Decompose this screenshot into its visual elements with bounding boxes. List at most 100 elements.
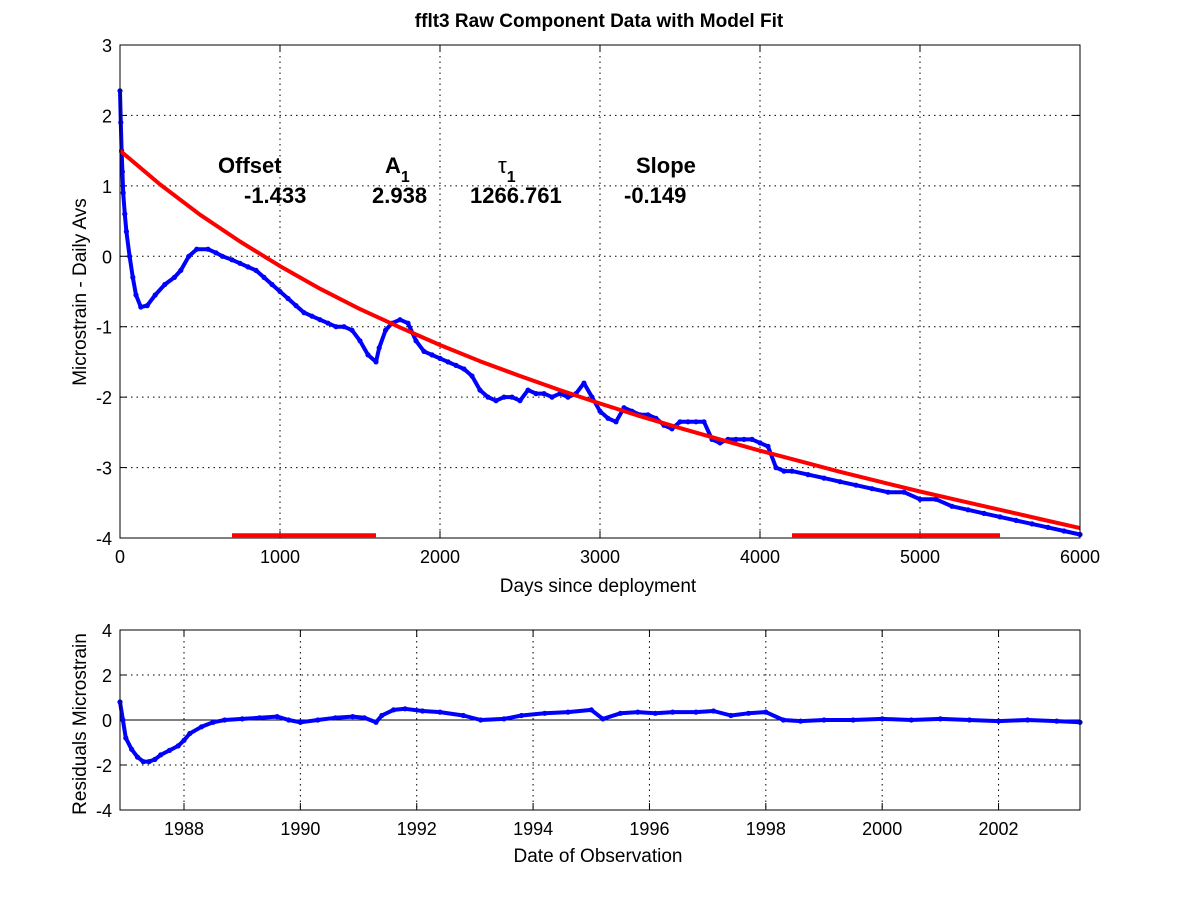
data-point (429, 352, 435, 358)
data-point (198, 724, 205, 730)
data-point (413, 338, 419, 344)
data-point (1054, 718, 1060, 724)
bottom-x-axis-label: Date of Observation (514, 846, 683, 867)
data-point (693, 419, 699, 425)
param-tau1-value: 1266.761 (470, 183, 562, 208)
x-tick-label: 6000 (1060, 547, 1100, 567)
data-point (1045, 524, 1051, 531)
y-tick-label: 3 (102, 36, 112, 56)
bottom-axes-box (119, 629, 1081, 811)
data-point (453, 362, 459, 368)
top-plot: fflt3 Raw Component Data with Model Fit … (70, 11, 1100, 597)
y-tick-label: 0 (102, 247, 112, 267)
data-point (773, 465, 779, 471)
data-point (123, 229, 129, 235)
x-tick-label: 2000 (420, 547, 460, 567)
data-point (301, 310, 307, 316)
x-tick-label: 1988 (164, 819, 204, 839)
x-tick-label: 1992 (397, 819, 437, 839)
data-point (781, 468, 787, 474)
data-point (376, 345, 382, 351)
data-point (1061, 528, 1067, 534)
y-tick-label: 1 (102, 177, 112, 197)
data-point (162, 281, 168, 288)
data-point (981, 510, 987, 516)
fit-line-series-1 (118, 149, 1081, 531)
data-point (373, 359, 379, 365)
data-point (309, 313, 315, 319)
data-point (728, 712, 734, 719)
data-point (901, 489, 907, 495)
data-point (1029, 521, 1035, 527)
data-point (517, 398, 523, 404)
data-point (229, 257, 235, 263)
data-point (437, 355, 443, 361)
data-point (421, 348, 427, 354)
data-point (588, 707, 594, 713)
param-tau1-label: τ1 (498, 153, 516, 186)
data-point (332, 715, 338, 721)
data-point (379, 712, 385, 719)
data-point (277, 288, 283, 295)
data-point (315, 717, 321, 723)
data-point (239, 716, 245, 722)
data-point (350, 714, 356, 720)
y-tick-label: -4 (96, 529, 112, 549)
data-point (118, 119, 124, 126)
data-point (477, 387, 483, 393)
data-point (390, 707, 397, 713)
data-point (613, 419, 619, 425)
data-point (178, 267, 184, 273)
data-point (798, 718, 804, 724)
data-point (253, 267, 259, 273)
y-tick-label: -3 (96, 459, 112, 479)
data-point (501, 716, 507, 722)
data-point (285, 295, 291, 302)
data-point (581, 380, 587, 386)
data-point (501, 394, 507, 400)
data-point (853, 482, 859, 488)
data-point (995, 718, 1002, 724)
data-point (542, 710, 548, 716)
data-point (219, 253, 225, 259)
data-point (361, 715, 367, 721)
x-tick-label: 1990 (280, 819, 320, 839)
data-point (908, 717, 914, 723)
fit-parameters: Offset -1.433 A1 2.938 τ1 1266.761 Slope… (218, 153, 696, 208)
data-point (850, 717, 856, 723)
data-point (652, 710, 658, 716)
data-point (210, 719, 216, 725)
data-point (461, 366, 467, 372)
data-point (805, 472, 811, 478)
y-tick-label: 4 (102, 621, 112, 641)
x-tick-label: 1000 (260, 547, 300, 567)
data-point (965, 507, 971, 513)
x-tick-label: 1994 (513, 819, 553, 839)
data-point (186, 253, 192, 259)
data-point (763, 709, 769, 715)
data-point (187, 730, 193, 737)
param-a1-label: A1 (385, 153, 410, 186)
data-point (152, 292, 158, 298)
data-point (549, 394, 555, 400)
data-point (997, 514, 1003, 520)
bottom-series (117, 699, 1083, 765)
data-point (357, 338, 363, 344)
data-point (525, 387, 531, 393)
top-series (117, 88, 1083, 538)
y-tick-label: 0 (102, 711, 112, 731)
data-point (120, 190, 126, 196)
data-point (493, 398, 499, 404)
data-point (685, 419, 691, 425)
data-point (541, 391, 547, 397)
data-point (119, 169, 125, 175)
data-point (693, 709, 699, 715)
data-point (937, 716, 944, 722)
data-point (710, 708, 717, 714)
data-point (194, 246, 200, 252)
data-point (286, 717, 292, 723)
data-point (780, 717, 786, 723)
data-point (933, 496, 939, 502)
data-point (460, 712, 466, 719)
